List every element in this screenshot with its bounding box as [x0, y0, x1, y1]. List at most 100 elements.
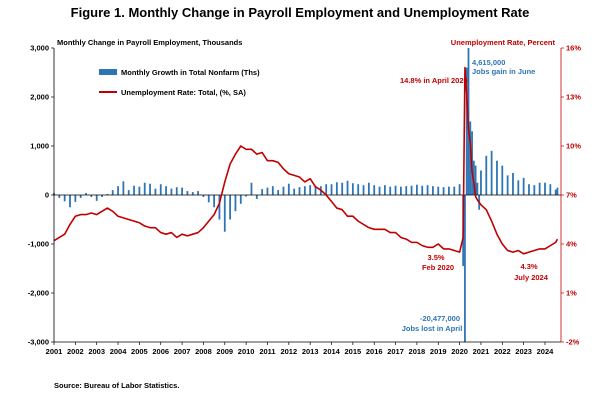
y-left-tick-label-5: -2,000 [28, 289, 49, 298]
bar-79 [465, 67, 468, 195]
bar-37 [250, 182, 253, 195]
bar-3 [69, 195, 71, 208]
y-left-tick-label-2: 1,000 [30, 142, 49, 151]
bar-75 [453, 186, 456, 195]
bar-23 [175, 187, 178, 195]
annotation-june-gain-value: 4,615,000 [472, 58, 505, 67]
x-tick-label-10: 2011 [259, 347, 275, 356]
bar-70 [426, 185, 429, 195]
bar-72 [437, 186, 440, 195]
bar-34 [234, 195, 237, 212]
x-tick-label-12: 2013 [302, 347, 319, 356]
bar-57 [357, 184, 360, 195]
annotation-feb-rate: 3.5% [427, 253, 444, 262]
bar-30 [213, 195, 216, 208]
bar-5 [79, 195, 82, 198]
bar-46 [298, 187, 301, 195]
annotation-peak-rate: 14.8% in April 2020 [400, 76, 468, 85]
bar-55 [346, 180, 349, 195]
bar-95 [522, 177, 525, 195]
bar-45 [293, 188, 296, 195]
bar-102 [556, 187, 559, 195]
y-right-tick-label-4: 4% [566, 240, 577, 249]
bar-35 [239, 195, 242, 204]
bar-24 [181, 187, 183, 195]
source-note: Source: Bureau of Labor Statistics. [54, 381, 179, 390]
bar-71 [432, 186, 434, 195]
bar-87 [480, 170, 482, 195]
bar-99 [544, 182, 546, 195]
bar-52 [330, 184, 333, 195]
annotation-july-label: July 2024 [514, 273, 549, 282]
bar-85 [476, 182, 479, 195]
bar-7 [90, 195, 93, 197]
y-left-tick-label-0: 3,000 [30, 44, 49, 53]
bar-78 [464, 195, 466, 342]
bar-14 [127, 190, 130, 195]
x-tick-label-1: 2002 [67, 347, 84, 356]
legend: Monthly Growth in Total Nonfarm (Ths) Un… [99, 68, 260, 97]
bar-76 [458, 184, 461, 195]
bar-64 [394, 185, 397, 195]
bar-25 [186, 191, 189, 195]
x-tick-label-19: 2020 [451, 347, 468, 356]
y-left-tick-label-6: -3,000 [28, 338, 49, 347]
line-series [53, 66, 559, 255]
legend-bar-label: Monthly Growth in Total Nonfarm (Ths) [121, 68, 260, 77]
bar-series [53, 48, 559, 342]
bar-100 [549, 184, 552, 195]
bar-15 [133, 185, 135, 195]
annotation-july-rate: 4.3% [520, 262, 537, 271]
x-tick-label-17: 2018 [409, 347, 426, 356]
bar-16 [138, 186, 141, 195]
x-ticks: 2001 2002 2003 2004 2005 2006 2007 2008 2009 2010… [46, 342, 554, 356]
bar-40 [266, 187, 269, 195]
bar-90 [496, 160, 498, 195]
bar-10 [106, 194, 109, 195]
x-tick-label-4: 2005 [131, 347, 148, 356]
y-right-tick-label-0: 16% [566, 44, 581, 53]
y-left-tick-label-3: 0 [45, 191, 49, 200]
bar-4 [74, 195, 77, 202]
bar-47 [303, 186, 306, 195]
bar-65 [399, 186, 402, 195]
x-tick-label-21: 2022 [494, 347, 511, 356]
bar-93 [512, 172, 514, 195]
y-left-ticks: 3,000 2,000 1,000 0 -1,000 -2,000 -3,000 [28, 44, 54, 347]
bar-17 [143, 182, 146, 195]
bar-89 [490, 150, 493, 195]
bar-51 [325, 184, 328, 195]
bar-101 [554, 189, 557, 195]
bar-68 [416, 184, 418, 195]
bar-38 [255, 195, 258, 199]
y-left-axis-title: Monthly Change in Payroll Employment, Th… [57, 38, 242, 47]
annotation-feb-label: Feb 2020 [422, 263, 454, 272]
x-tick-label-16: 2017 [387, 347, 404, 356]
x-tick-label-22: 2023 [515, 347, 532, 356]
y-right-ticks: 16% 13% 10% 7% 4% 1% -2% [561, 44, 581, 347]
bar-53 [335, 182, 338, 195]
chart-title: Figure 1. Monthly Change in Payroll Empl… [71, 5, 530, 20]
bar-19 [154, 188, 157, 195]
x-tick-label-2: 2003 [88, 347, 105, 356]
bar-20 [159, 184, 162, 195]
bar-22 [170, 188, 173, 195]
y-right-axis-title: Unemployment Rate, Percent [451, 38, 556, 47]
bar-59 [367, 182, 370, 195]
y-left-tick-label-1: 2,000 [30, 93, 49, 102]
x-tick-label-11: 2012 [280, 347, 297, 356]
bar-88 [485, 155, 488, 195]
bar-32 [223, 195, 226, 232]
bar-97 [533, 185, 536, 195]
bar-41 [271, 186, 274, 195]
bar-11 [111, 190, 114, 195]
bar-27 [197, 191, 199, 195]
x-tick-label-20: 2021 [473, 347, 490, 356]
x-tick-label-15: 2016 [366, 347, 383, 356]
annotation-june-gain-label: Jobs gain in June [472, 67, 535, 76]
bar-31 [218, 195, 221, 220]
bar-54 [341, 182, 344, 195]
bar-49 [314, 185, 317, 195]
